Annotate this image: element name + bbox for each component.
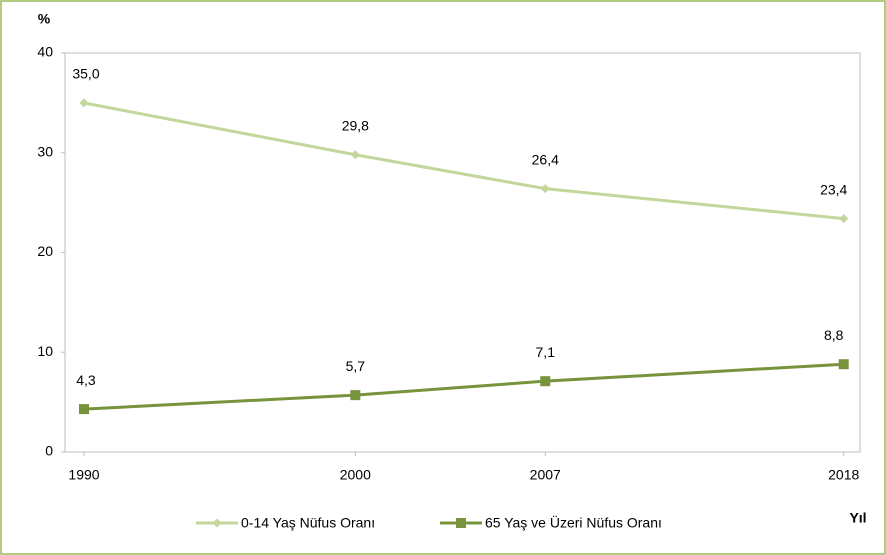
y-tick-label: 30: [37, 143, 53, 159]
data-label: 35,0: [72, 66, 99, 82]
x-tick-label: 2007: [530, 467, 561, 483]
legend-label: 0-14 Yaş Nüfus Oranı: [241, 515, 375, 531]
point: [838, 359, 849, 370]
point: [78, 404, 89, 415]
y-axis-label: %: [38, 11, 51, 27]
x-tick-label: 2000: [340, 467, 371, 483]
data-label: 29,8: [342, 117, 369, 133]
data-label: 4,3: [76, 372, 96, 388]
legend-marker: [212, 518, 222, 528]
point: [839, 214, 849, 224]
x-tick-label: 2018: [828, 467, 859, 483]
y-tick-label: 20: [37, 243, 53, 259]
data-label: 8,8: [824, 327, 844, 343]
x-tick-label: 1990: [68, 467, 99, 483]
y-tick-label: 10: [37, 343, 53, 359]
series-line: [83, 101, 844, 221]
point: [540, 184, 550, 194]
data-label: 26,4: [532, 151, 559, 167]
point: [350, 390, 361, 401]
y-tick-label: 40: [37, 44, 53, 60]
data-label: 5,7: [346, 358, 366, 374]
data-label: 23,4: [820, 181, 847, 197]
legend-marker: [456, 518, 466, 528]
point: [350, 150, 360, 160]
point: [540, 376, 551, 387]
series-line: [83, 362, 844, 411]
x-axis-label: Yıl: [849, 510, 866, 526]
point: [79, 98, 89, 108]
data-label: 7,1: [536, 344, 556, 360]
y-tick-label: 0: [45, 443, 53, 459]
legend-label: 65 Yaş ve Üzeri Nüfus Oranı: [485, 514, 662, 531]
